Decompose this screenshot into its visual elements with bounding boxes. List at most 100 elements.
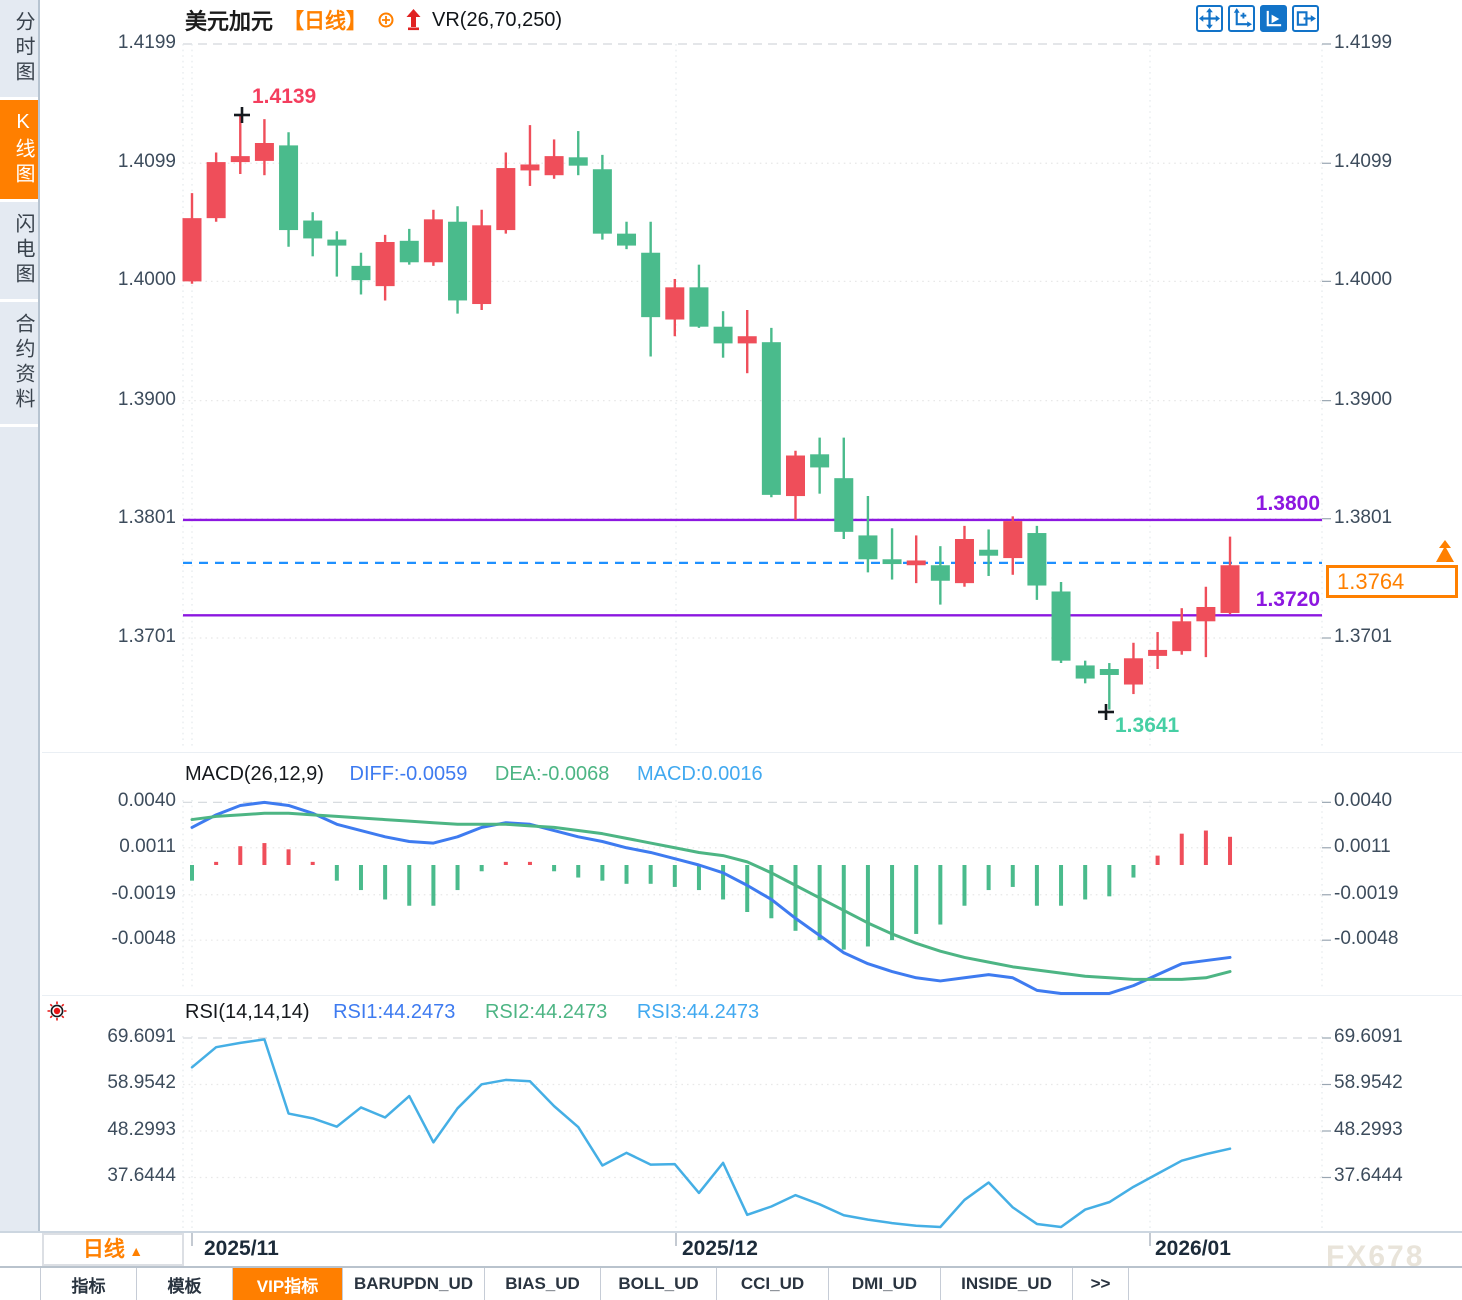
sidebar-item-合约资料[interactable]: 合约资料 xyxy=(0,302,38,427)
candle-body xyxy=(979,549,999,556)
macd-hist-bar xyxy=(1059,865,1064,906)
tab-BOLL_UD[interactable]: BOLL_UD xyxy=(601,1268,717,1300)
price-axis-label: 1.3801 xyxy=(117,506,176,528)
price-axis-label: 1.4099 xyxy=(1334,151,1393,173)
macd-hist-bar xyxy=(334,865,339,881)
macd-hist-bar xyxy=(190,865,194,881)
candle-body xyxy=(351,265,371,281)
macd-hist-bar xyxy=(1034,865,1039,906)
candle-body xyxy=(423,219,443,263)
tab-指标[interactable]: 指标 xyxy=(41,1268,137,1300)
macd-hist-bar xyxy=(721,865,726,900)
candle-body xyxy=(834,478,854,532)
price-axis-label: 0.0040 xyxy=(117,790,176,812)
macd-hist-bar xyxy=(817,865,822,941)
candle-body xyxy=(1220,565,1240,613)
macd-hist-bar xyxy=(238,846,243,865)
macd-hist-bar xyxy=(383,865,388,900)
candle-body xyxy=(761,342,781,495)
candle-body xyxy=(254,143,274,161)
macd-hist-bar xyxy=(1083,865,1088,900)
candle-body xyxy=(206,162,226,219)
candle-body xyxy=(930,565,950,581)
tab-bar-filler xyxy=(1129,1268,1462,1300)
macd-hist-bar xyxy=(914,865,919,934)
vr-indicator-label: VR(26,70,250) xyxy=(432,8,563,31)
macd-hist-bar xyxy=(431,865,436,906)
support-level-label: 1.3720 xyxy=(1255,588,1320,611)
session-low-label: 1.3641 xyxy=(1115,714,1180,737)
plot-bottom-border xyxy=(0,1231,1462,1233)
candle-body xyxy=(1123,658,1143,685)
macd-hist-bar xyxy=(214,861,219,865)
rsi3-value: RSI3:44.2473 xyxy=(636,1001,760,1023)
candle-body xyxy=(617,233,637,246)
price-axis-label: 1.3701 xyxy=(117,626,176,647)
exit-right-icon[interactable] xyxy=(1292,5,1319,32)
chevron-up-icon: ▲ xyxy=(129,1243,144,1259)
resistance-level-label: 1.3800 xyxy=(1255,492,1320,515)
sidebar-item-分时图[interactable]: 分时图 xyxy=(0,0,38,100)
price-axis-label: 37.6444 xyxy=(107,1165,176,1187)
tab-CCI_UD[interactable]: CCI_UD xyxy=(717,1268,829,1300)
macd-hist-bar xyxy=(962,865,967,906)
session-high-label: 1.4139 xyxy=(252,85,317,108)
tab->>[interactable]: >> xyxy=(1073,1268,1129,1300)
macd-hist-bar xyxy=(1155,855,1160,865)
tab-DMI_UD[interactable]: DMI_UD xyxy=(829,1268,941,1300)
candle-body xyxy=(399,240,419,263)
price-axis-label: 48.2993 xyxy=(1334,1118,1403,1140)
candle-body xyxy=(230,156,250,163)
tab-VIP指标[interactable]: VIP指标 xyxy=(233,1268,343,1300)
price-axis-label: 1.3701 xyxy=(1334,626,1393,647)
price-axis-label: -0.0048 xyxy=(111,928,176,950)
macd-hist-bar xyxy=(1203,830,1208,865)
macd-hist-bar xyxy=(576,865,581,878)
auto-scale-icon[interactable] xyxy=(1260,5,1287,32)
period-selector-label: 日线 xyxy=(82,1238,125,1261)
macd-hist-bar xyxy=(793,865,798,931)
period-selector-button[interactable]: 日线 ▲ xyxy=(42,1233,184,1266)
macd-hist-bar xyxy=(286,849,291,865)
tab-模板[interactable]: 模板 xyxy=(137,1268,233,1300)
candle-body xyxy=(810,454,830,468)
macd-header: MACD(26,12,9) DIFF:-0.0059 DEA:-0.0068 M… xyxy=(185,763,763,786)
last-price-box: 1.3764 xyxy=(1326,565,1458,598)
price-axis-label: 58.9542 xyxy=(107,1072,176,1094)
candle-body xyxy=(327,239,347,246)
x-axis-month-label: 2026/01 xyxy=(1155,1237,1231,1260)
price-axis-label: -0.0048 xyxy=(1334,928,1399,950)
macd-hist-bar xyxy=(1010,865,1015,887)
axis-range-icon[interactable] xyxy=(1228,5,1255,32)
macd-hist-bar xyxy=(1228,836,1233,865)
sidebar-item-K线图[interactable]: K线图 xyxy=(0,100,38,202)
candle-body xyxy=(544,156,564,176)
candle-body xyxy=(1099,669,1119,675)
macd-hist-bar xyxy=(479,865,484,872)
macd-hist-bar xyxy=(648,865,653,884)
candle-body xyxy=(496,168,516,231)
sidebar-item-闪电图[interactable]: 闪电图 xyxy=(0,202,38,302)
macd-hist-bar xyxy=(552,865,557,872)
tab-BARUPDN_UD[interactable]: BARUPDN_UD xyxy=(343,1268,485,1300)
macd-hist-bar xyxy=(938,865,943,925)
move-icon[interactable] xyxy=(1196,5,1223,32)
candle-body xyxy=(786,455,805,497)
candle-body xyxy=(520,164,540,171)
price-axis-label: -0.0019 xyxy=(111,882,176,904)
price-axis-label: 0.0011 xyxy=(119,835,176,857)
price-axis-label: 1.4000 xyxy=(1334,269,1393,291)
rsi1-value: RSI1:44.2473 xyxy=(333,1001,456,1023)
macd-hist-bar xyxy=(407,865,412,906)
period-tag: 【日线】 xyxy=(283,10,368,33)
tab-BIAS_UD[interactable]: BIAS_UD xyxy=(485,1268,601,1300)
target-plus-icon[interactable] xyxy=(377,11,395,29)
candle-body xyxy=(1196,606,1216,622)
symbol-title: 美元加元 xyxy=(185,9,274,34)
macd-hist-bar xyxy=(672,865,677,887)
price-axis-label: 58.9542 xyxy=(1334,1072,1403,1094)
tab-INSIDE_UD[interactable]: INSIDE_UD xyxy=(941,1268,1073,1300)
candle-body xyxy=(689,287,709,327)
